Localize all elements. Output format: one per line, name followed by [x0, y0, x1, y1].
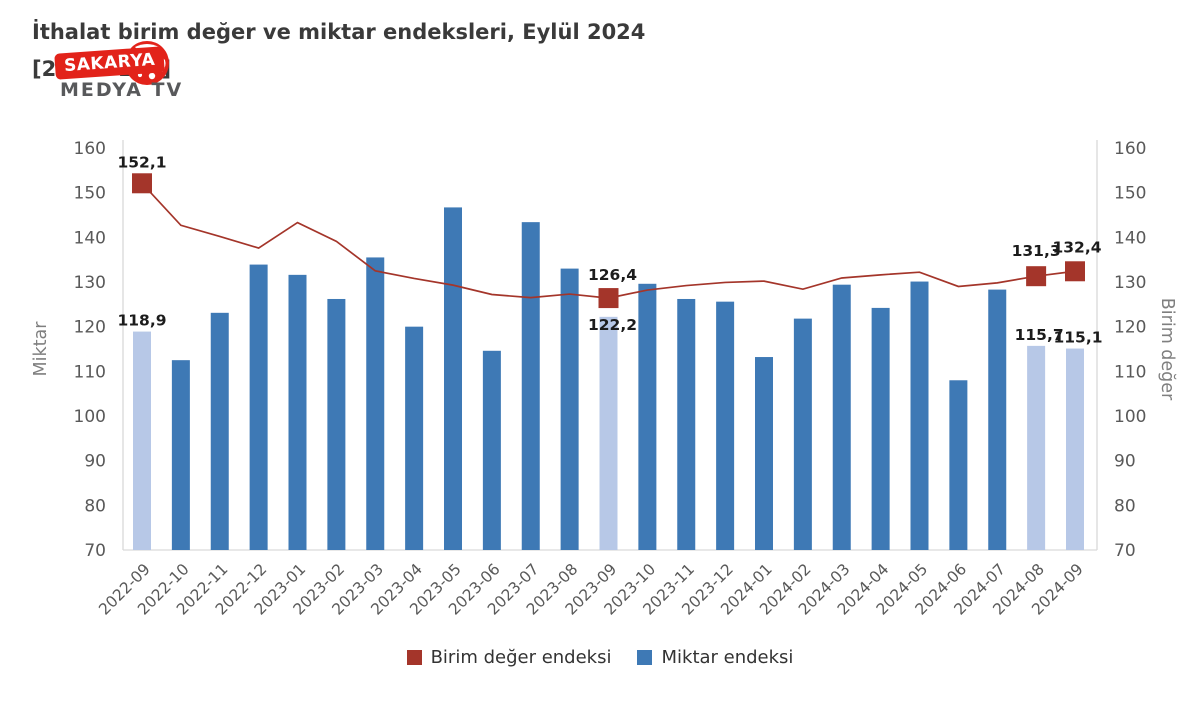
marker-2023-09	[598, 288, 619, 309]
bar-2023-08	[560, 268, 579, 550]
svg-text:120: 120	[1114, 318, 1146, 338]
svg-text:150: 150	[74, 184, 106, 204]
svg-text:140: 140	[1114, 228, 1146, 248]
svg-text:160: 160	[74, 139, 106, 159]
bar-2023-05	[444, 207, 462, 550]
svg-text:110: 110	[74, 362, 106, 382]
svg-text:70: 70	[1114, 541, 1136, 561]
svg-text:118,9: 118,9	[117, 312, 166, 330]
svg-text:80: 80	[1114, 496, 1136, 516]
chart-title: İthalat birim değer ve miktar endeksleri…	[32, 20, 646, 44]
bar-2023-07	[521, 222, 540, 550]
svg-text:130: 130	[1114, 273, 1146, 293]
svg-text:110: 110	[1114, 362, 1146, 382]
bar-2024-09	[1066, 348, 1084, 550]
bar-2024-03	[832, 284, 851, 550]
svg-text:90: 90	[1114, 452, 1136, 472]
bar-2022-09	[133, 331, 151, 550]
marker-2024-09	[1065, 261, 1085, 282]
marker-2022-09	[132, 173, 152, 194]
watermark-subtext: MEDYA TV	[60, 79, 184, 101]
svg-text:160: 160	[1114, 139, 1146, 159]
svg-text:152,1: 152,1	[117, 153, 166, 171]
svg-text:115,1: 115,1	[1053, 329, 1102, 347]
y-tick-labels: 70 70 80 80 90 90 100 100 110 110 120 120 130 130 140 1…	[74, 139, 1147, 561]
bar-2024-06	[949, 380, 968, 550]
svg-text:131,3: 131,3	[1012, 242, 1061, 260]
svg-text:Birim değer: Birim değer	[1157, 298, 1177, 401]
bar-2023-02	[327, 298, 346, 550]
bar-2024-07	[988, 289, 1007, 550]
chart-legend: Birim değer endeksi Miktar endeksi	[0, 647, 1200, 668]
bar-2023-04	[405, 326, 424, 550]
line-markers	[132, 173, 1085, 309]
svg-text:140: 140	[74, 228, 106, 248]
bar-2022-10	[171, 360, 190, 550]
bar-2023-09	[599, 316, 618, 550]
bar-2023-06	[482, 350, 501, 550]
svg-text:130: 130	[74, 273, 106, 293]
svg-text:90: 90	[84, 452, 106, 472]
legend-label-birim-deger: Birim değer endeksi	[430, 647, 612, 668]
bar-2024-08	[1027, 345, 1046, 550]
bar-2023-01	[288, 274, 307, 550]
chart-svg: 70 70 80 80 90 90 100 100 110 110 120 120 130 130 140 1…	[31, 139, 1177, 619]
bar-2024-05	[910, 281, 929, 550]
legend-label-miktar: Miktar endeksi	[661, 647, 794, 668]
bar-2024-02	[793, 318, 812, 550]
bar-series	[133, 207, 1084, 550]
bar-2023-12	[716, 301, 735, 550]
legend-item-miktar: Miktar endeksi	[637, 647, 793, 668]
svg-text:132,4: 132,4	[1052, 238, 1101, 256]
bar-2024-04	[871, 307, 890, 550]
x-axis-labels: 2022-092022-102022-112022-122023-012023-…	[95, 560, 1087, 619]
svg-text:122,2: 122,2	[588, 316, 637, 334]
svg-text:100: 100	[1114, 407, 1146, 427]
svg-text:120: 120	[74, 318, 106, 338]
marker-2024-08	[1026, 266, 1047, 287]
svg-text:Miktar: Miktar	[31, 321, 51, 377]
bar-2024-01	[755, 357, 773, 550]
svg-text:70: 70	[84, 541, 106, 561]
legend-swatch-miktar	[637, 650, 653, 665]
legend-item-birim-deger: Birim değer endeksi	[406, 647, 612, 668]
bar-2022-12	[249, 264, 268, 550]
bar-2023-11	[677, 298, 696, 550]
svg-text:150: 150	[1114, 184, 1146, 204]
svg-text:100: 100	[74, 407, 106, 427]
bar-2023-10	[638, 283, 657, 550]
svg-text:126,4: 126,4	[588, 266, 637, 284]
legend-swatch-birim-deger	[406, 650, 422, 665]
axis-titles: Miktar Birim değer	[31, 298, 1177, 401]
svg-text:115,7: 115,7	[1015, 326, 1064, 344]
bar-2022-11	[210, 312, 229, 550]
bar-2023-03	[366, 257, 385, 550]
svg-text:80: 80	[84, 496, 106, 516]
